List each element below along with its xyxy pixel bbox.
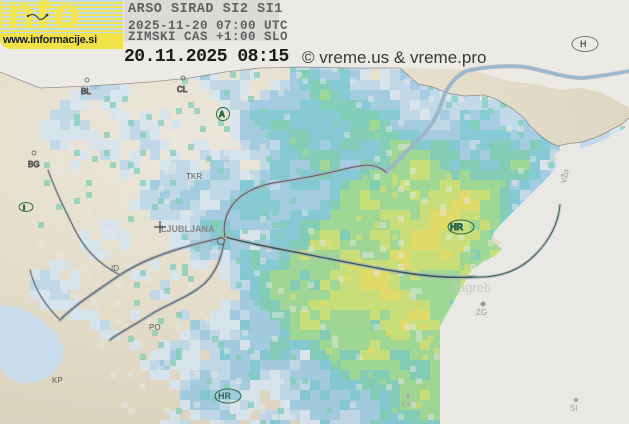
svg-text:BG: BG: [28, 160, 40, 169]
svg-text:ID: ID: [111, 264, 119, 273]
svg-text:KP: KP: [52, 376, 63, 385]
svg-text:CL: CL: [177, 85, 188, 94]
svg-text:PO: PO: [149, 323, 161, 332]
svg-text:Zagreb: Zagreb: [450, 280, 491, 295]
svg-text:BL: BL: [81, 87, 91, 96]
svg-text:SI: SI: [570, 404, 578, 413]
svg-text:A: A: [219, 110, 225, 119]
svg-text:H: H: [580, 39, 587, 49]
svg-text:TKR: TKR: [186, 172, 202, 181]
svg-text:HR: HR: [218, 391, 231, 401]
svg-text:KA: KA: [401, 400, 412, 409]
svg-text:HR: HR: [450, 222, 463, 232]
svg-text:ZG: ZG: [476, 308, 487, 317]
svg-text:I: I: [23, 203, 25, 212]
svg-text:LJUBLJANA: LJUBLJANA: [161, 224, 215, 234]
